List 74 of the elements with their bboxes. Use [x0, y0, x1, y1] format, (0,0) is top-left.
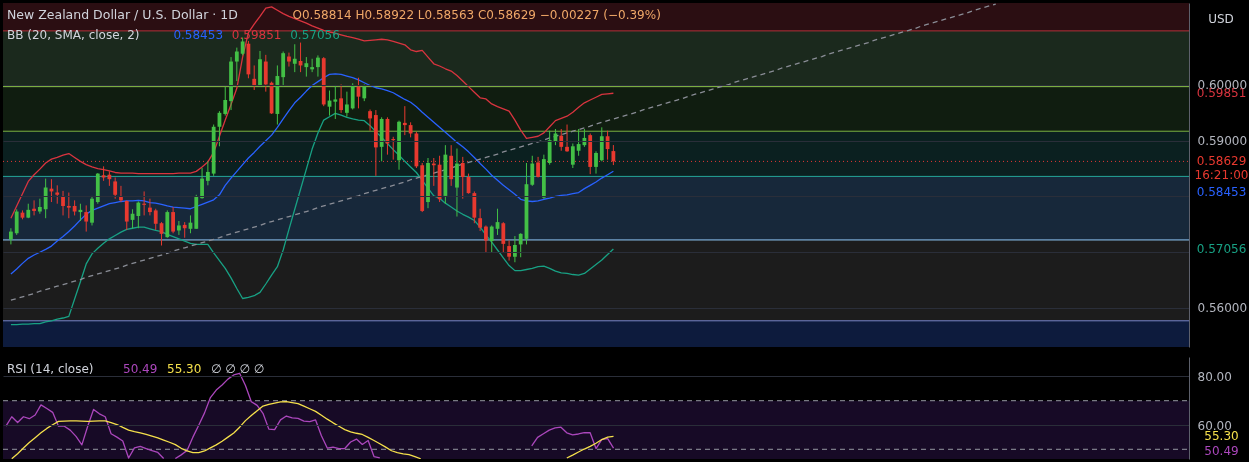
text: 0.58453 — [1196, 184, 1247, 199]
line-series — [10, 73, 615, 275]
candlestick — [124, 199, 129, 231]
candlestick — [287, 52, 291, 68]
candlestick — [84, 204, 89, 233]
candlestick — [153, 208, 158, 231]
candlestick — [304, 56, 309, 78]
candlestick — [530, 155, 535, 187]
y-tick-label: 0.59000 — [1197, 134, 1248, 149]
candlestick — [171, 206, 175, 234]
candlestick — [142, 190, 147, 216]
candlestick — [594, 150, 598, 175]
text: 55.30 — [1204, 428, 1239, 443]
candlestick — [368, 108, 372, 132]
candlestick — [484, 224, 488, 253]
line-series — [10, 112, 615, 326]
candlestick — [281, 51, 286, 88]
legend-title: BB (20, SMA, close, 2) — [7, 28, 140, 42]
candlestick — [119, 185, 123, 203]
text: 50.49 — [123, 362, 158, 376]
text: 0.58453 — [173, 28, 224, 42]
candlestick — [136, 200, 141, 229]
candlestick — [200, 167, 204, 200]
candlestick — [489, 224, 494, 254]
candlestick — [55, 184, 60, 205]
candlestick — [263, 54, 268, 93]
chart-title: New Zealand Dollar / U.S. Dollar · 1D — [7, 7, 238, 22]
candlestick — [205, 160, 210, 186]
candlestick — [478, 208, 483, 232]
legend-title: RSI (14, close) — [7, 362, 94, 376]
candlestick — [61, 190, 65, 216]
text: 0.57056 — [1196, 241, 1247, 256]
candlestick — [9, 227, 13, 245]
line-series — [10, 3, 997, 301]
y-tick-label: 80.00 — [1197, 369, 1232, 384]
candlestick — [43, 178, 48, 219]
candlestick — [113, 177, 118, 200]
candlestick — [513, 235, 517, 263]
candlestick — [507, 240, 511, 262]
candlestick — [37, 198, 42, 215]
candlestick — [391, 136, 396, 161]
candlestick — [177, 220, 181, 236]
text: USD — [1208, 12, 1234, 26]
candlestick — [32, 199, 36, 216]
annotation: ∅ ∅ ∅ ∅ — [211, 362, 265, 376]
candlestick — [599, 126, 604, 162]
chart-subtitle: O0.58814 H0.58922 L0.58563 C0.58629 −0.00227 (−0.39%) — [292, 8, 661, 22]
candlestick — [66, 192, 71, 219]
candlestick — [518, 232, 523, 258]
candlestick — [333, 84, 338, 120]
candlestick — [339, 83, 343, 114]
y-tick-label: 0.56000 — [1197, 301, 1248, 316]
candlestick — [402, 105, 407, 136]
candlestick — [316, 54, 320, 78]
candlestick — [148, 198, 152, 216]
candlestick — [501, 221, 506, 254]
candlestick — [310, 58, 315, 73]
candlestick — [570, 143, 575, 169]
text: 0.57056 — [290, 28, 340, 42]
candlestick — [345, 91, 349, 118]
candlestick — [547, 130, 552, 166]
candlestick — [576, 128, 581, 157]
candlestick — [292, 43, 297, 73]
text: 0.58629 16:21:00 — [1194, 153, 1249, 182]
candlestick — [455, 148, 459, 218]
text: 55.30 — [167, 362, 202, 376]
text: 50.49 — [1204, 444, 1239, 458]
candlestick — [223, 86, 228, 117]
candlestick — [90, 195, 94, 226]
candlestick — [14, 208, 19, 236]
candlestick — [350, 82, 355, 110]
candlestick — [565, 124, 569, 153]
candlestick — [559, 128, 564, 152]
candlestick — [234, 47, 239, 82]
